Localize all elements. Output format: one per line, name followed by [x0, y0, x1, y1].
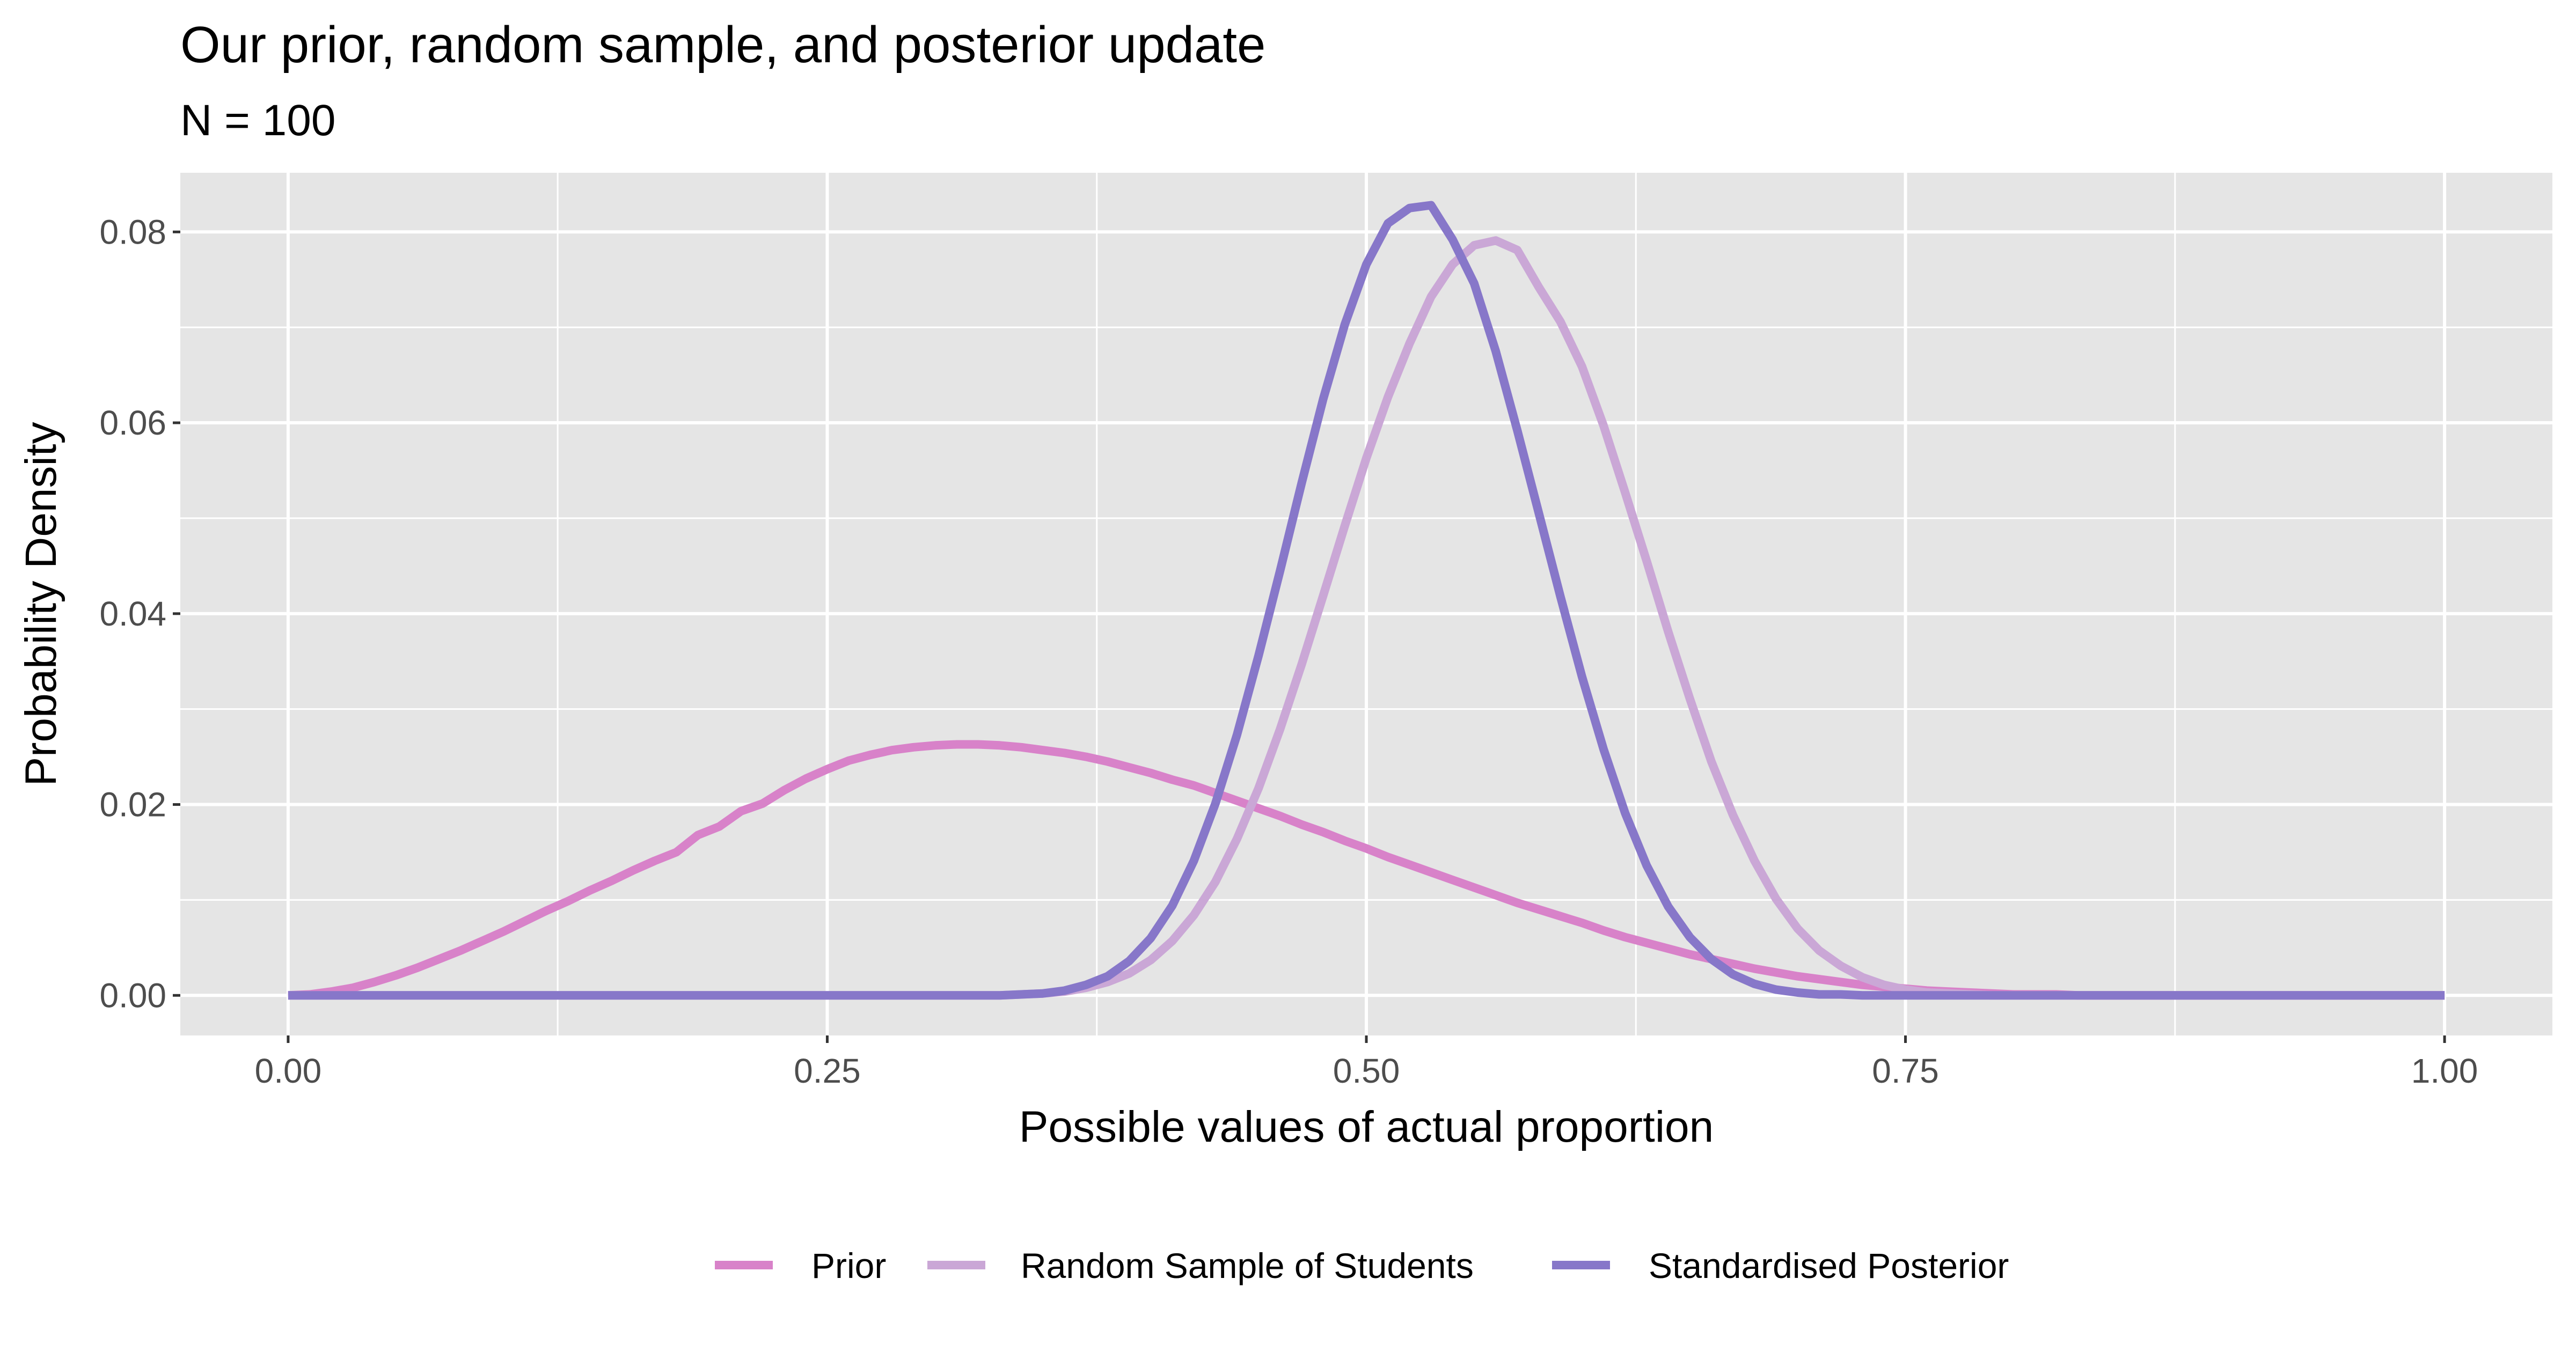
x-tick-label: 0.00 [255, 1052, 322, 1090]
y-tick-label: 0.06 [99, 403, 166, 442]
y-tick-label: 0.02 [99, 785, 166, 824]
legend-label: Random Sample of Students [1021, 1246, 1474, 1285]
series-line-standardised-posterior [288, 201, 2445, 1000]
y-axis-title: Probability Density [17, 422, 65, 786]
y-tick-label: 0.08 [99, 212, 166, 251]
x-tick-label: 0.50 [1333, 1052, 1400, 1090]
legend-label: Prior [811, 1246, 886, 1285]
x-tick-label: 0.25 [794, 1052, 861, 1090]
x-axis-title: Possible values of actual proportion [1019, 1103, 1714, 1151]
chart-title: Our prior, random sample, and posterior … [180, 16, 1265, 74]
series-lines [288, 201, 2445, 1000]
y-tick-label: 0.00 [99, 976, 166, 1015]
x-axis: 0.00 0.25 0.50 0.75 1.00 [255, 1035, 2478, 1090]
x-tick-label: 1.00 [2411, 1052, 2478, 1090]
major-gridlines [180, 173, 2552, 1035]
legend-label: Standardised Posterior [1649, 1246, 2009, 1285]
x-tick-label: 0.75 [1872, 1052, 1939, 1090]
legend: Prior Random Sample of Students Standardis… [715, 1246, 2009, 1285]
y-axis: 0.00 0.02 0.04 0.06 0.08 [99, 212, 180, 1015]
chart-subtitle: N = 100 [180, 96, 335, 145]
y-tick-label: 0.04 [99, 594, 166, 633]
